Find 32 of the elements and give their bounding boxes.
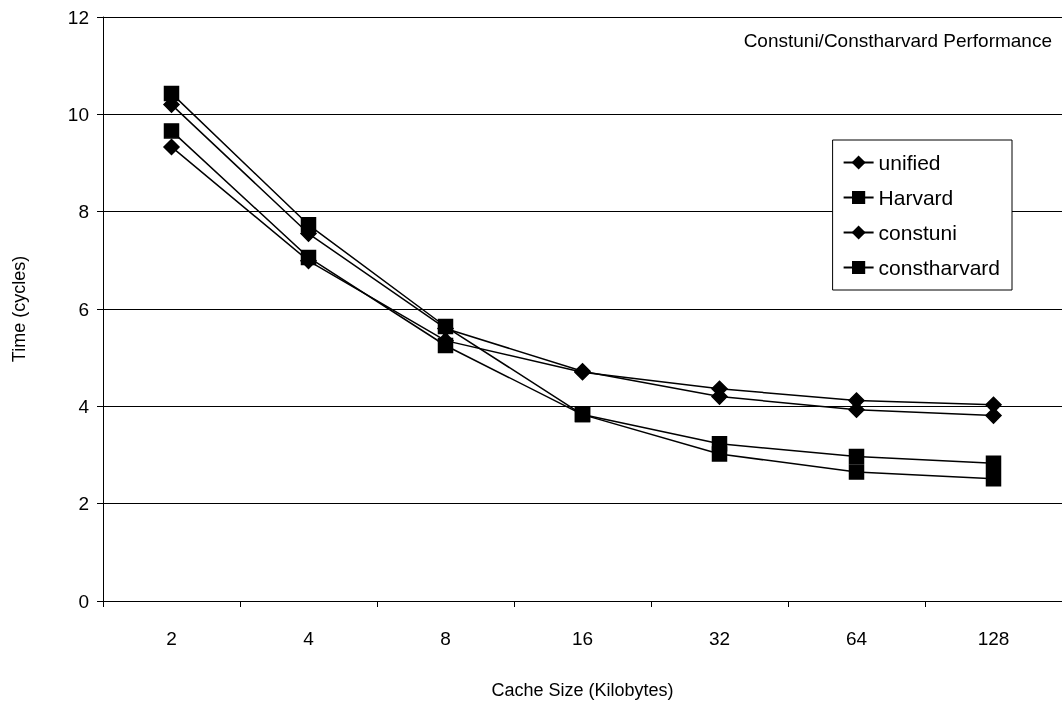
x-tick-label: 16	[571, 628, 594, 649]
point	[848, 464, 865, 480]
point	[985, 455, 1002, 472]
x-tick-label: 2	[166, 628, 177, 649]
x-tick-label: 32	[708, 628, 731, 649]
y-tick-label: 0	[78, 590, 89, 612]
point	[437, 337, 454, 354]
point	[163, 123, 180, 139]
legend-label: Harvard	[878, 186, 954, 209]
legend-label: constuni	[878, 221, 957, 244]
point	[711, 436, 728, 452]
x-axis-title: Cache Size (Kilobytes)	[491, 680, 674, 700]
y-tick-label: 6	[78, 298, 89, 320]
legend-label: constharvard	[878, 256, 1001, 279]
x-tick-label: 128	[977, 628, 1010, 649]
y-tick-label: 10	[67, 103, 89, 125]
point	[848, 448, 865, 465]
y-tick-label: 8	[78, 201, 89, 223]
x-tick-label: 8	[440, 628, 451, 649]
point	[163, 138, 180, 156]
point	[985, 471, 1002, 487]
text: Constuni/Constharvard Performance	[743, 30, 1053, 51]
y-axis-title: Time (cycles)	[9, 255, 29, 363]
point	[300, 217, 317, 233]
legend-label: unified	[878, 151, 941, 174]
y-tick-label: 2	[78, 493, 89, 515]
point	[163, 85, 180, 102]
x-tick-label: 4	[303, 628, 315, 649]
y-tick-label: 12	[67, 6, 89, 28]
point	[300, 249, 317, 266]
x-tick-label: 64	[845, 628, 868, 649]
y-tick-label: 4	[78, 395, 90, 417]
